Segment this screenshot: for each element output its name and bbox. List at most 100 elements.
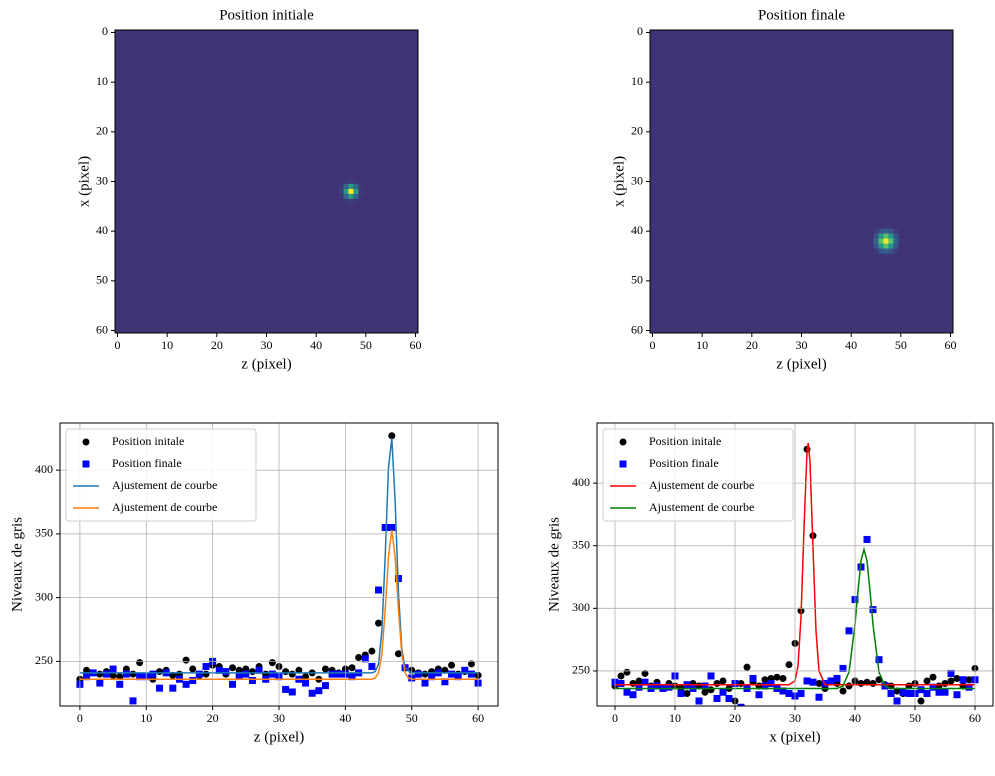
data-point (202, 670, 210, 678)
image-cell (353, 179, 359, 185)
data-point (893, 697, 901, 705)
data-point (701, 682, 709, 690)
data-point (917, 686, 925, 694)
y-axis-label: x (pixel) (611, 156, 627, 207)
image-cell (883, 248, 889, 254)
image-cell (353, 198, 359, 205)
data-point (361, 655, 369, 663)
data-point (202, 662, 210, 670)
data-point (136, 673, 144, 681)
data-point (707, 672, 715, 680)
data-point (182, 680, 190, 688)
legend-label: Position finale (649, 456, 719, 470)
y-tick-label: 0 (637, 24, 643, 38)
data-point (827, 677, 835, 685)
image-cell (348, 188, 354, 195)
data-point (629, 679, 637, 687)
x-tick-label: 10 (161, 338, 173, 352)
image-cell (883, 233, 889, 239)
image-cell (353, 193, 359, 200)
x-tick-label: 20 (211, 338, 223, 352)
data-point (375, 586, 383, 594)
data-point (169, 684, 177, 692)
data-point (242, 670, 250, 678)
y-tick-label: 250 (35, 653, 53, 667)
image-cell (868, 238, 874, 244)
x-tick-label: 40 (849, 711, 861, 725)
plot-area (650, 30, 953, 333)
data-point (737, 703, 745, 706)
data-point (635, 683, 643, 691)
data-point (941, 679, 949, 687)
image-cell (888, 243, 894, 249)
legend-label: Ajustement de courbe (112, 478, 217, 492)
image-cell (878, 243, 884, 249)
data-point (623, 688, 631, 696)
data-point (109, 671, 117, 679)
data-point (953, 674, 961, 682)
data-point (229, 680, 237, 688)
image-cell (353, 188, 359, 195)
data-point (887, 689, 895, 697)
y-tick-label: 50 (96, 273, 108, 287)
data-point (695, 697, 703, 705)
y-tick-label: 60 (631, 322, 643, 336)
data-point (229, 664, 237, 672)
data-point (839, 687, 847, 695)
y-axis-label: x (pixel) (76, 156, 92, 207)
x-tick-label: 20 (746, 338, 758, 352)
data-point (899, 688, 907, 696)
data-point (935, 688, 943, 696)
data-point (288, 670, 296, 678)
data-point (448, 661, 456, 669)
fit-line (615, 546, 975, 690)
data-point (368, 647, 376, 655)
data-point (797, 689, 805, 697)
image-cell (893, 233, 899, 239)
image-cell (883, 223, 889, 229)
legend-marker (619, 460, 627, 468)
data-point (441, 666, 449, 674)
image-cell (893, 228, 899, 234)
data-point (965, 676, 973, 684)
image-cell (338, 188, 344, 195)
data-point (368, 662, 376, 670)
data-point (195, 670, 203, 678)
y-tick-label: 30 (631, 173, 643, 187)
data-point (713, 694, 721, 702)
image-cell (888, 248, 894, 254)
axes-title: Position initiale (219, 7, 314, 23)
x-axis-label: z (pixel) (241, 356, 291, 372)
image-cell (883, 238, 889, 244)
image-cell (348, 183, 354, 190)
data-point (116, 673, 124, 681)
legend-label: Ajustement de courbe (649, 478, 754, 492)
data-point (428, 673, 436, 681)
image-cell (878, 233, 884, 239)
data-point (355, 654, 363, 662)
data-point (719, 688, 727, 696)
x-tick-label: 20 (207, 711, 219, 725)
data-point (268, 670, 276, 678)
image-cell (358, 183, 364, 190)
data-point (136, 659, 144, 667)
y-tick-label: 0 (102, 24, 108, 38)
image-cell (893, 243, 899, 249)
x-tick-label: 0 (114, 338, 120, 352)
data-point (394, 650, 402, 658)
data-point (215, 666, 223, 674)
x-tick-label: 30 (273, 711, 285, 725)
data-point (282, 668, 290, 676)
y-tick-label: 250 (572, 663, 590, 677)
data-point (641, 669, 649, 677)
image-background (650, 30, 953, 333)
x-tick-label: 60 (410, 338, 422, 352)
data-point (414, 670, 422, 678)
data-point (719, 677, 727, 685)
image-cell (883, 243, 889, 249)
x-axis-label: z (pixel) (776, 356, 826, 372)
x-axis-label: z (pixel) (254, 729, 304, 745)
x-tick-label: 10 (140, 711, 152, 725)
legend-box (65, 428, 257, 522)
